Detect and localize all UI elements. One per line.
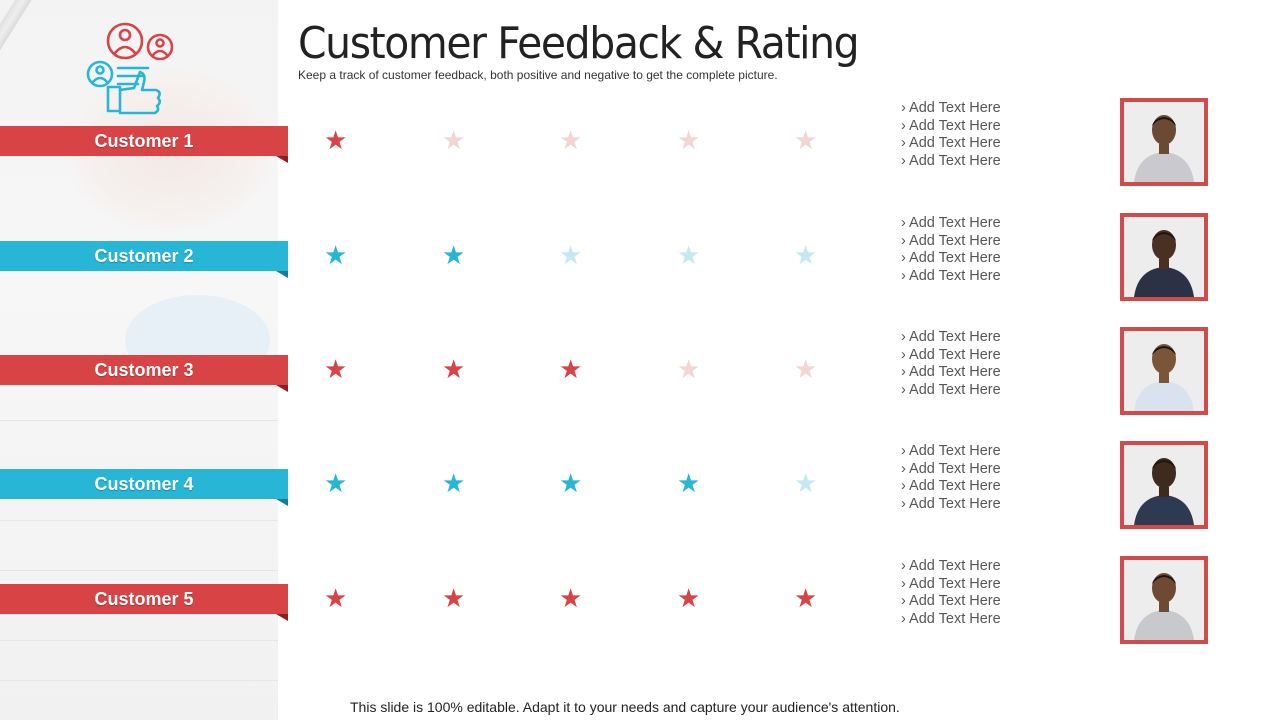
feedback-bullet-item: › Add Text Here bbox=[901, 460, 1001, 477]
customer-feedback-thumbs-up-icon bbox=[86, 22, 174, 115]
star-icon-empty: ★ bbox=[677, 241, 701, 271]
customer-row: Customer 5 ★ ★ ★ ★ ★ › Add Text Here › Add Text… bbox=[0, 556, 1280, 684]
customer-photo bbox=[1120, 441, 1208, 529]
customer-photo bbox=[1120, 556, 1208, 644]
star-icon-filled: ★ bbox=[559, 584, 583, 614]
star-icon-filled: ★ bbox=[324, 469, 348, 499]
customer-label-ribbon: Customer 1 bbox=[0, 126, 288, 163]
star-icon-filled: ★ bbox=[442, 584, 466, 614]
feedback-bullet-item: › Add Text Here bbox=[901, 267, 1001, 284]
document-line-decoration bbox=[0, 520, 278, 521]
feedback-bullet-item: › Add Text Here bbox=[901, 346, 1001, 363]
page-title: Customer Feedback & Rating bbox=[298, 18, 860, 69]
customer-photo bbox=[1120, 327, 1208, 415]
star-icon-empty: ★ bbox=[794, 355, 818, 385]
star-icon-empty: ★ bbox=[442, 126, 466, 156]
star-icon-filled: ★ bbox=[442, 355, 466, 385]
star-icon-filled: ★ bbox=[324, 126, 348, 156]
feedback-bullet-item: › Add Text Here bbox=[901, 100, 1001, 116]
feedback-bullet-list: › Add Text Here › Add Text Here › Add Text… bbox=[901, 329, 1001, 399]
star-icon-filled: ★ bbox=[677, 584, 701, 614]
footer-note: This slide is 100% editable. Adapt it to… bbox=[350, 699, 900, 715]
star-icon-filled: ★ bbox=[442, 469, 466, 499]
star-icon-filled: ★ bbox=[559, 469, 583, 499]
feedback-bullet-item: › Add Text Here bbox=[901, 610, 1001, 627]
feedback-bullet-list: › Add Text Here › Add Text Here › Add Text… bbox=[901, 215, 1001, 285]
star-icon-empty: ★ bbox=[677, 355, 701, 385]
person-avatar-icon bbox=[1124, 331, 1204, 411]
star-icon-filled: ★ bbox=[442, 241, 466, 271]
star-icon-empty: ★ bbox=[559, 126, 583, 156]
star-icon-filled: ★ bbox=[324, 241, 348, 271]
customer-label-ribbon: Customer 3 bbox=[0, 355, 288, 392]
customer-photo bbox=[1120, 98, 1208, 186]
feedback-bullet-list: › Add Text Here › Add Text Here › Add Text… bbox=[901, 443, 1001, 513]
customer-label-ribbon: Customer 4 bbox=[0, 469, 288, 506]
customer-row: Customer 3 ★ ★ ★ ★ ★ › Add Text Here › Add Text… bbox=[0, 327, 1280, 455]
feedback-bullet-item: › Add Text Here bbox=[901, 364, 1001, 381]
person-avatar-icon bbox=[1124, 217, 1204, 297]
feedback-bullet-item: › Add Text Here bbox=[901, 478, 1001, 495]
feedback-bullet-list: › Add Text Here › Add Text Here › Add Text… bbox=[901, 558, 1001, 628]
customer-row: Customer 4 ★ ★ ★ ★ ★ › Add Text Here › Add Text… bbox=[0, 441, 1280, 569]
document-line-decoration bbox=[0, 640, 278, 641]
customer-row: Customer 2 ★ ★ ★ ★ ★ › Add Text Here › Add Text… bbox=[0, 213, 1280, 341]
feedback-bullet-item: › Add Text Here bbox=[901, 329, 1001, 345]
star-icon-filled: ★ bbox=[794, 584, 818, 614]
star-icon-filled: ★ bbox=[677, 469, 701, 499]
star-icon-empty: ★ bbox=[794, 126, 818, 156]
feedback-bullet-item: › Add Text Here bbox=[901, 135, 1001, 152]
person-avatar-icon bbox=[1124, 445, 1204, 525]
document-line-decoration bbox=[0, 680, 278, 681]
customer-row: Customer 1 ★ ★ ★ ★ ★ › Add Text Here › Add Text… bbox=[0, 98, 1280, 226]
customer-photo bbox=[1120, 213, 1208, 301]
feedback-bullet-item: › Add Text Here bbox=[901, 215, 1001, 231]
feedback-bullet-item: › Add Text Here bbox=[901, 558, 1001, 574]
star-icon-empty: ★ bbox=[794, 241, 818, 271]
star-icon-empty: ★ bbox=[677, 126, 701, 156]
feedback-bullet-item: › Add Text Here bbox=[901, 381, 1001, 398]
feedback-bullet-item: › Add Text Here bbox=[901, 495, 1001, 512]
star-icon-empty: ★ bbox=[559, 241, 583, 271]
feedback-bullet-item: › Add Text Here bbox=[901, 575, 1001, 592]
person-avatar-icon bbox=[1124, 560, 1204, 640]
document-line-decoration bbox=[0, 570, 278, 571]
customer-label-ribbon: Customer 5 bbox=[0, 584, 288, 621]
customer-label-ribbon: Customer 2 bbox=[0, 241, 288, 278]
person-avatar-icon bbox=[1124, 102, 1204, 182]
feedback-bullet-item: › Add Text Here bbox=[901, 250, 1001, 267]
star-icon-filled: ★ bbox=[559, 355, 583, 385]
star-icon-filled: ★ bbox=[324, 355, 348, 385]
feedback-bullet-item: › Add Text Here bbox=[901, 117, 1001, 134]
star-icon-filled: ★ bbox=[324, 584, 348, 614]
feedback-bullet-item: › Add Text Here bbox=[901, 152, 1001, 169]
feedback-bullet-item: › Add Text Here bbox=[901, 443, 1001, 459]
feedback-bullet-list: › Add Text Here › Add Text Here › Add Text… bbox=[901, 100, 1001, 170]
page-subtitle: Keep a track of customer feedback, both … bbox=[298, 68, 778, 82]
feedback-bullet-item: › Add Text Here bbox=[901, 232, 1001, 249]
star-icon-empty: ★ bbox=[794, 469, 818, 499]
feedback-bullet-item: › Add Text Here bbox=[901, 593, 1001, 610]
document-line-decoration bbox=[0, 420, 278, 421]
